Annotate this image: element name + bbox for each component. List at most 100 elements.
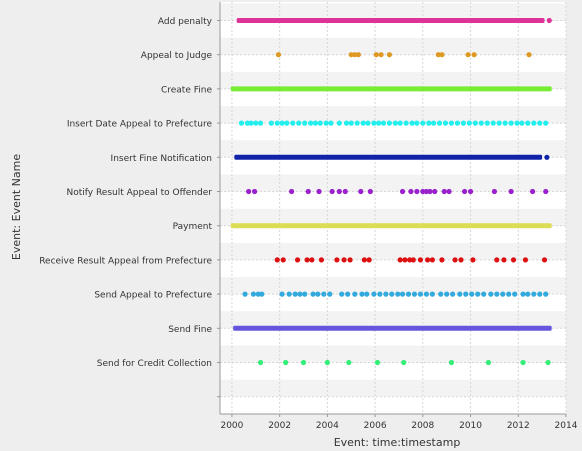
data-point: [408, 188, 414, 195]
data-point: [365, 120, 371, 126]
series-insert-date-appeal-to-prefecture: [238, 120, 549, 126]
data-point: [529, 188, 536, 195]
series-band: [236, 18, 545, 23]
x-tick-label: 2014: [555, 421, 578, 431]
data-point: [257, 120, 264, 126]
data-point: [300, 359, 307, 366]
data-point: [429, 291, 435, 297]
data-point: [472, 120, 478, 126]
data-point: [427, 188, 433, 195]
series-send-fine: [233, 325, 552, 331]
data-point: [436, 120, 443, 126]
data-point: [346, 359, 352, 366]
data-point: [514, 120, 520, 126]
series-send-appeal-to-prefecture: [242, 291, 549, 297]
data-point: [423, 188, 430, 195]
y-tick-label: Send Appeal to Prefecture: [94, 291, 212, 301]
x-tick-label: 2008: [411, 421, 434, 431]
data-point: [402, 257, 408, 263]
data-point: [259, 291, 265, 297]
series-layer: [230, 17, 552, 366]
data-point: [334, 257, 340, 263]
data-point: [321, 291, 327, 297]
series-notify-result-appeal-to-offender: [246, 188, 549, 195]
data-point: [376, 120, 382, 126]
data-point: [537, 291, 543, 297]
data-point: [255, 291, 261, 297]
data-point: [246, 188, 252, 195]
data-point: [238, 120, 245, 126]
data-point: [405, 291, 412, 297]
data-point: [257, 359, 264, 366]
x-tick-label: 2000: [220, 421, 243, 431]
data-point: [444, 291, 450, 297]
data-point: [386, 120, 393, 126]
row-band: [220, 37, 566, 55]
data-point: [420, 120, 426, 126]
data-point: [274, 257, 280, 263]
data-point: [294, 257, 301, 263]
data-point: [446, 188, 452, 195]
series-send-for-credit-collection: [257, 359, 551, 366]
data-point: [546, 17, 552, 24]
y-tick-label: Insert Date Appeal to Prefecture: [67, 120, 213, 130]
data-point: [512, 291, 518, 297]
plot-background: [220, 2, 566, 414]
data-point: [411, 291, 418, 297]
data-point: [544, 154, 550, 160]
data-point: [491, 188, 498, 195]
x-tick-label: 2006: [364, 421, 387, 431]
series-band: [230, 86, 552, 92]
data-point: [410, 257, 416, 263]
data-point: [286, 291, 292, 297]
data-point: [494, 291, 500, 297]
row-band: [220, 208, 566, 226]
y-tick-label: Add penalty: [158, 17, 213, 27]
data-point: [450, 291, 456, 297]
data-point: [506, 291, 512, 297]
series-create-fine: [230, 86, 552, 92]
data-point: [399, 188, 406, 195]
data-point: [466, 120, 472, 126]
data-point: [310, 291, 316, 297]
data-point: [439, 52, 445, 58]
data-point: [520, 291, 526, 297]
series-payment: [230, 223, 552, 229]
data-point: [274, 120, 280, 126]
data-point: [250, 291, 257, 297]
data-point: [438, 291, 444, 297]
data-point: [470, 257, 476, 263]
data-point: [308, 120, 314, 126]
data-point: [248, 120, 254, 126]
data-point: [485, 359, 492, 366]
data-point: [312, 120, 319, 126]
data-point: [531, 120, 537, 126]
y-tick-label: Create Fine: [161, 85, 212, 95]
y-tick-label: Send Fine: [168, 325, 212, 335]
data-point: [423, 291, 430, 297]
data-point: [348, 120, 354, 126]
series-band: [234, 154, 543, 160]
data-point: [305, 188, 311, 195]
row-band: [220, 3, 566, 21]
data-point: [336, 188, 342, 195]
data-point: [520, 359, 526, 366]
data-point: [304, 257, 310, 263]
data-point: [328, 120, 334, 126]
data-point: [317, 120, 323, 126]
data-point: [519, 120, 525, 126]
data-point: [426, 120, 432, 126]
x-tick-label: 2012: [507, 421, 530, 431]
data-point: [343, 120, 350, 126]
row-band: [220, 106, 566, 124]
data-point: [417, 257, 424, 263]
data-point: [457, 291, 463, 297]
data-point: [364, 291, 370, 297]
data-point: [378, 52, 384, 58]
y-tick-label: Receive Result Appeal from Prefecture: [39, 256, 212, 266]
data-point: [284, 120, 290, 126]
data-point: [371, 291, 377, 297]
data-point: [367, 188, 373, 195]
data-point: [461, 188, 468, 195]
series-receive-result-appeal-from-prefecture: [274, 257, 548, 263]
